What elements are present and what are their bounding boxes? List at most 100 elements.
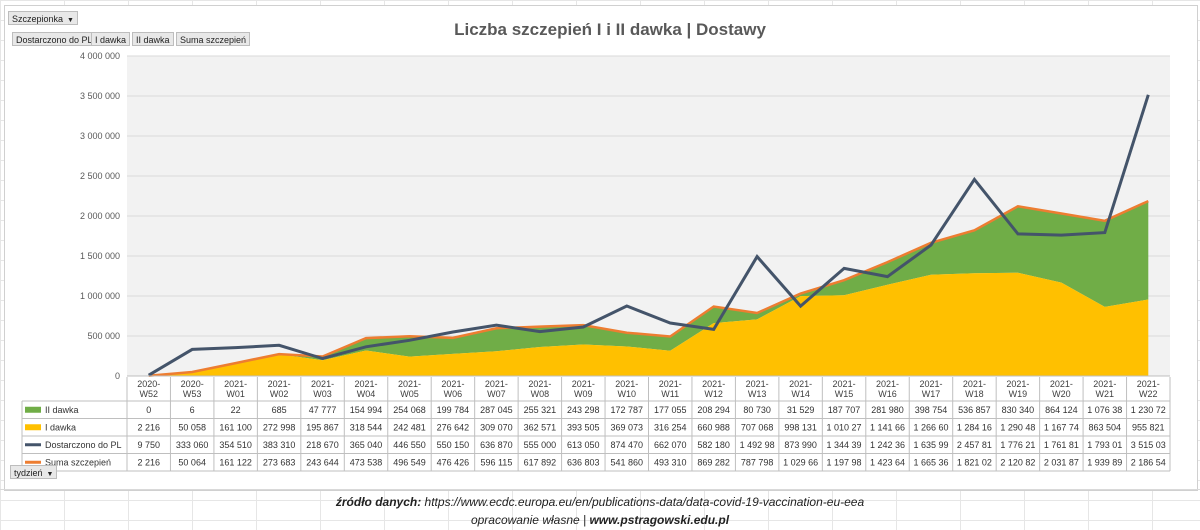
source-url[interactable]: https://www.ecdc.europa.eu/en/publicatio… [424, 495, 865, 509]
x-tick-label: 2021- [1137, 379, 1160, 389]
table-cell-value: 473 538 [350, 457, 383, 467]
x-tick-label: W53 [183, 389, 202, 399]
table-cell-value: 550 150 [437, 440, 470, 450]
legend-entry: I dawka [45, 422, 76, 432]
x-tick-label: 2021- [746, 379, 769, 389]
table-cell-value: 161 122 [219, 457, 252, 467]
x-tick-label: 2021- [441, 379, 464, 389]
y-tick-label: 1 000 000 [80, 291, 120, 301]
table-cell-value: 6 [190, 405, 195, 415]
table-cell-value: 47 777 [309, 405, 337, 415]
table-cell-value: 218 670 [306, 440, 339, 450]
table-cell-value: 362 571 [524, 422, 557, 432]
x-tick-label: W22 [1139, 389, 1158, 399]
table-cell-value: 1 793 01 [1087, 440, 1122, 450]
x-tick-label: W13 [748, 389, 767, 399]
x-tick-label: 2021- [1093, 379, 1116, 389]
table-cell-value: 613 050 [567, 440, 600, 450]
table-cell-value: 1 344 39 [827, 440, 862, 450]
week-filter-button[interactable]: tydzień ▼ [10, 465, 58, 479]
credit-label: opracowanie własne | [470, 513, 587, 527]
table-cell-value: 199 784 [437, 405, 470, 415]
table-cell-value: 2 120 82 [1000, 457, 1035, 467]
table-cell-value: 0 [146, 405, 151, 415]
table-cell-value: 536 857 [958, 405, 991, 415]
x-tick-label: 2021- [876, 379, 899, 389]
x-tick-label: W10 [618, 389, 637, 399]
y-tick-label: 1 500 000 [80, 251, 120, 261]
legend-button-dose2[interactable]: II dawka [132, 32, 174, 46]
y-tick-label: 2 000 000 [80, 211, 120, 221]
chevron-down-icon: ▼ [67, 17, 74, 24]
series-area-dose2 [148, 201, 1149, 376]
legend-button-total[interactable]: Suma szczepień [176, 32, 251, 46]
x-tick-label: 2021- [963, 379, 986, 389]
table-cell-value: 446 550 [393, 440, 426, 450]
x-tick-label: W09 [574, 389, 593, 399]
x-tick-label: W18 [965, 389, 984, 399]
table-cell-value: 154 994 [350, 405, 383, 415]
x-tick-label: 2021- [528, 379, 551, 389]
x-tick-label: W21 [1096, 389, 1115, 399]
table-cell-value: 1 665 36 [913, 457, 948, 467]
table-cell-value: 187 707 [828, 405, 861, 415]
table-cell-value: 242 481 [393, 422, 426, 432]
x-tick-label: 2021- [311, 379, 334, 389]
vaccine-filter-dropdown[interactable]: Szczepionka ▼ [8, 11, 78, 25]
x-tick-label: W08 [531, 389, 550, 399]
table-cell-value: 316 254 [654, 422, 687, 432]
table-cell-value: 955 821 [1132, 422, 1165, 432]
x-tick-label: 2021- [1050, 379, 1073, 389]
table-cell-value: 50 064 [178, 457, 206, 467]
divider [0, 489, 1200, 490]
x-tick-label: W03 [313, 389, 332, 399]
table-cell-value: 281 980 [871, 405, 904, 415]
table-cell-value: 1 167 74 [1044, 422, 1079, 432]
legend-entry: Dostarczono do PL [45, 440, 122, 450]
table-cell-value: 662 070 [654, 440, 687, 450]
table-cell-value: 873 990 [784, 440, 817, 450]
table-cell-value: 863 504 [1089, 422, 1122, 432]
y-tick-label: 3 000 000 [80, 131, 120, 141]
table-cell-value: 369 073 [610, 422, 643, 432]
x-tick-label: 2021- [833, 379, 856, 389]
table-cell-value: 1 821 02 [957, 457, 992, 467]
x-tick-label: W07 [487, 389, 506, 399]
table-cell-value: 1 776 21 [1000, 440, 1035, 450]
table-cell-value: 161 100 [219, 422, 252, 432]
table-cell-value: 195 867 [306, 422, 339, 432]
table-cell-value: 2 216 [137, 457, 160, 467]
table-cell-value: 2 186 54 [1131, 457, 1166, 467]
table-cell-value: 685 [272, 405, 287, 415]
table-cell-value: 1 242 36 [870, 440, 905, 450]
x-tick-label: 2021- [224, 379, 247, 389]
table-cell-value: 864 124 [1045, 405, 1078, 415]
table-cell-value: 22 [231, 405, 241, 415]
legend-button-delivered[interactable]: Dostarczono do PL [12, 32, 97, 46]
table-cell-value: 830 340 [1002, 405, 1035, 415]
table-cell-value: 1 761 81 [1044, 440, 1079, 450]
table-cell-value: 707 068 [741, 422, 774, 432]
table-cell-value: 255 321 [524, 405, 557, 415]
table-cell-value: 208 294 [697, 405, 730, 415]
table-cell-value: 1 197 98 [827, 457, 862, 467]
table-cell-value: 582 180 [697, 440, 730, 450]
table-cell-value: 1 284 16 [957, 422, 992, 432]
table-cell-value: 243 298 [567, 405, 600, 415]
x-tick-label: 2020- [137, 379, 160, 389]
legend-button-dose1[interactable]: I dawka [91, 32, 131, 46]
table-cell-value: 1 939 89 [1087, 457, 1122, 467]
table-cell-value: 172 787 [610, 405, 643, 415]
filter-funnel-icon: ▼ [46, 471, 54, 478]
x-tick-label: 2021- [485, 379, 508, 389]
y-tick-label: 3 500 000 [80, 91, 120, 101]
table-cell-value: 541 860 [610, 457, 643, 467]
vaccine-filter-label: Szczepionka [12, 14, 64, 24]
source-line: źródło danych: https://www.ecdc.europa.e… [0, 495, 1200, 509]
table-cell-value: 177 055 [654, 405, 687, 415]
credit-url[interactable]: www.pstragowski.edu.pl [589, 513, 730, 527]
table-cell-value: 617 892 [524, 457, 557, 467]
table-cell-value: 555 000 [524, 440, 557, 450]
chart-svg: 0 500 000 1 000 000 1 500 000 2 000 000 2 500… [21, 51, 1171, 472]
table-cell-value: 1 635 99 [913, 440, 948, 450]
